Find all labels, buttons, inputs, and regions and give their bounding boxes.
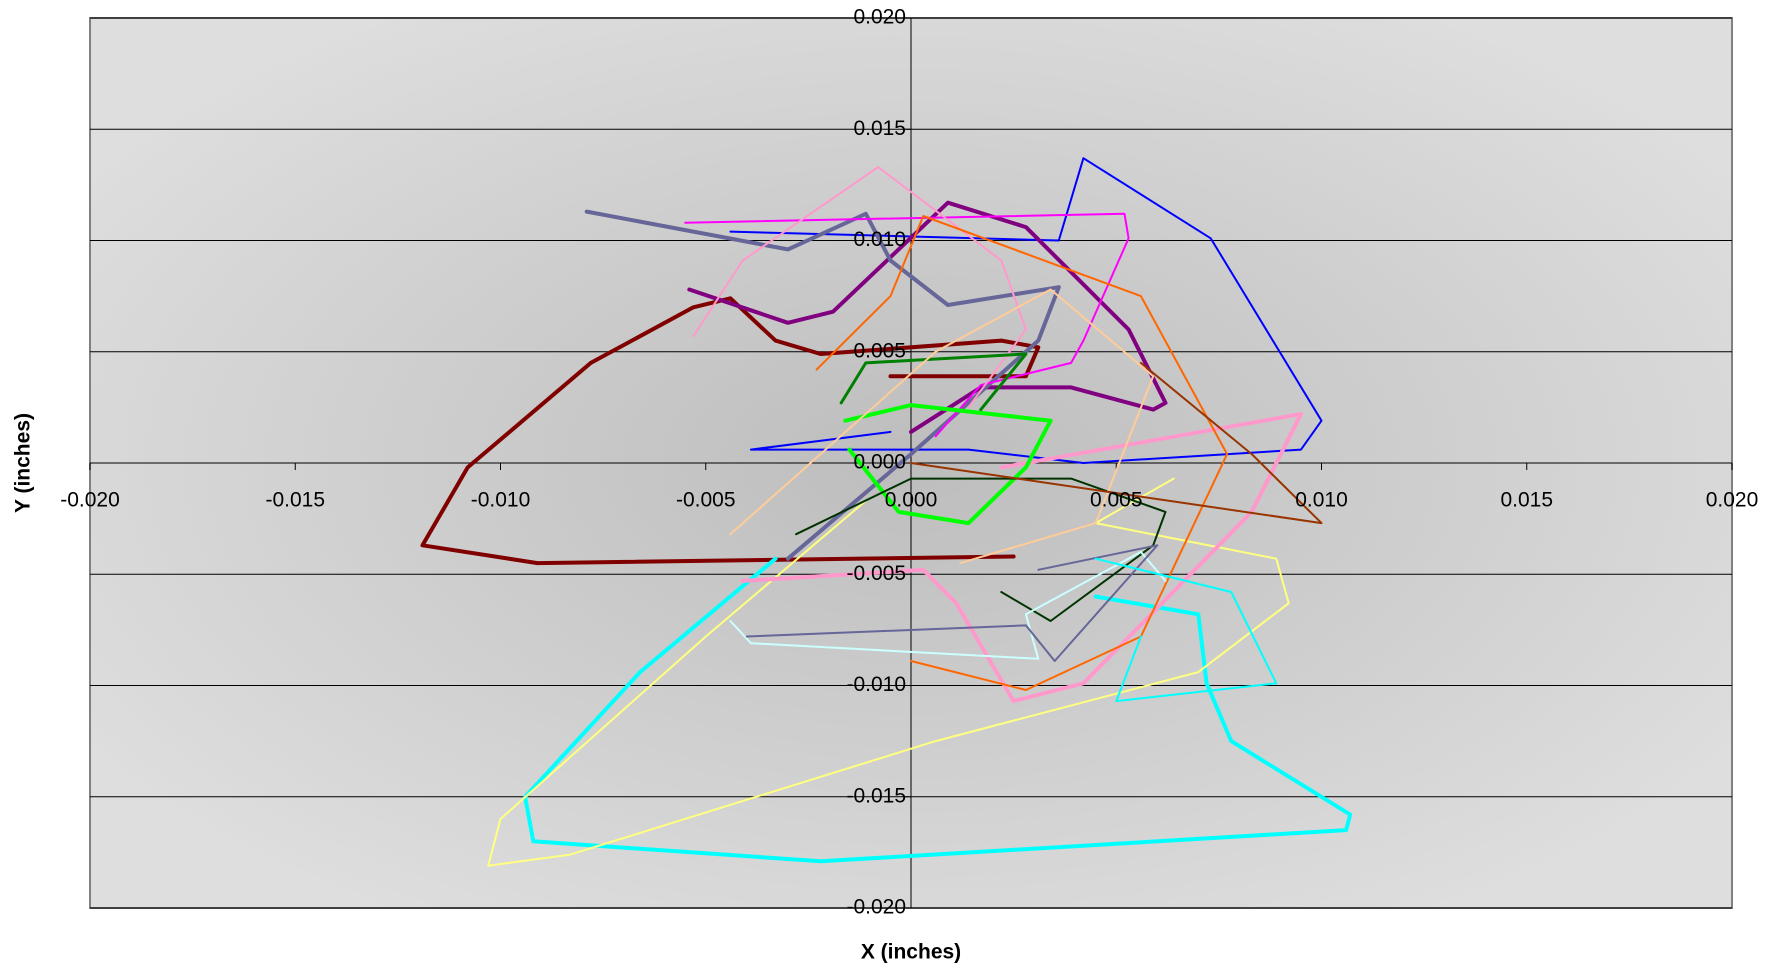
y-tick-label: -0.015 [846, 784, 906, 807]
series-line [729, 157, 1323, 464]
y-tick-label: 0.020 [853, 6, 906, 29]
series-line [740, 412, 1303, 704]
series-line [795, 477, 1167, 622]
x-tick-label: 0.000 [885, 489, 938, 512]
x-tick-label: 0.010 [1295, 489, 1348, 512]
series-line [692, 166, 1027, 409]
x-tick-label: 0.015 [1500, 489, 1553, 512]
series-line [910, 361, 1323, 525]
series-line [1094, 557, 1278, 703]
y-tick-label: -0.010 [846, 673, 906, 696]
series-line [729, 551, 1167, 660]
y-tick-label: 0.000 [853, 451, 906, 474]
x-tick-label: -0.005 [676, 489, 736, 512]
y-tick-label: 0.005 [853, 339, 906, 362]
labels: -0.020 -0.015 -0.010 -0.005 0.000 0.005 0.010 0… [60, 6, 1758, 919]
series-line [729, 288, 1155, 565]
series-layer [420, 157, 1353, 867]
y-axis-title: Y (inches) [12, 413, 35, 513]
series-line [843, 403, 1053, 526]
y-tick-label: 0.015 [853, 117, 906, 140]
series-line [687, 200, 1168, 434]
series-line [523, 556, 1353, 864]
series-line [420, 296, 1041, 566]
x-tick-label: 0.020 [1706, 489, 1759, 512]
x-tick-label: 0.005 [1090, 489, 1143, 512]
series-line [815, 215, 1229, 691]
series-line [839, 352, 1028, 412]
x-tick-label: -0.010 [471, 489, 531, 512]
series-line [684, 212, 1130, 438]
y-tick-label: -0.005 [846, 562, 906, 585]
x-tick-label: -0.020 [60, 489, 120, 512]
y-tick-label: 0.010 [853, 228, 906, 251]
x-axis-title: X (inches) [861, 941, 961, 964]
series-line [745, 544, 1159, 662]
y-tick-label: -0.020 [846, 896, 906, 919]
x-tick-label: -0.015 [265, 489, 325, 512]
